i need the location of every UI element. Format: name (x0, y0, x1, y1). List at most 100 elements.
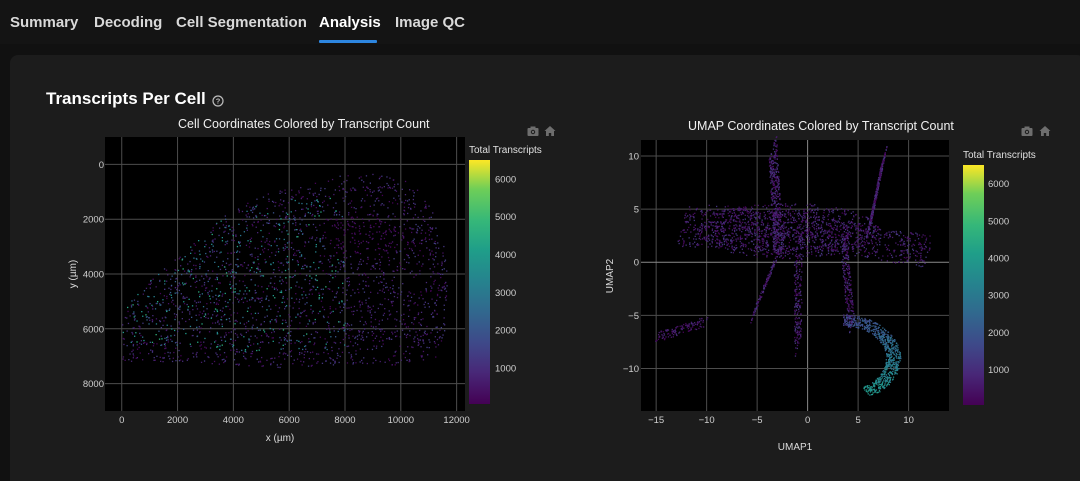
scatter-point (295, 194, 297, 196)
scatter-point (806, 232, 808, 234)
scatter-point (846, 237, 849, 239)
scatter-point (779, 195, 781, 197)
scatter-point (354, 189, 356, 191)
scatter-point (872, 230, 875, 232)
scatter-point (727, 239, 729, 241)
y-tick-label: 6000 (83, 324, 104, 335)
scatter-point (775, 223, 778, 226)
scatter-point (305, 348, 307, 350)
scatter-point (803, 225, 805, 227)
scatter-point (285, 282, 288, 284)
scatter-point (706, 240, 708, 242)
scatter-point (401, 329, 404, 331)
scatter-point (815, 250, 817, 253)
camera-icon[interactable] (1021, 125, 1033, 137)
scatter-point (723, 222, 725, 224)
scatter-point (875, 195, 877, 197)
scatter-point (362, 260, 364, 262)
scatter-point (343, 229, 345, 231)
scatter-point (299, 298, 301, 301)
scatter-point (694, 246, 696, 248)
scatter-point (337, 287, 340, 289)
scatter-point (766, 283, 768, 285)
scatter-point (781, 234, 783, 236)
scatter-point (859, 248, 861, 251)
scatter-point (237, 208, 240, 210)
scatter-point (756, 213, 759, 215)
scatter-point (875, 193, 877, 196)
scatter-points (655, 136, 931, 396)
question-circle-icon[interactable]: ? (212, 95, 224, 107)
tab-analysis[interactable]: Analysis (319, 14, 381, 31)
scatter-point (837, 234, 840, 236)
scatter-point (788, 214, 790, 216)
scatter-point (721, 210, 723, 212)
scatter-point (778, 180, 780, 183)
scatter-point (257, 343, 259, 345)
scatter-point (754, 251, 756, 253)
scatter-point (775, 204, 778, 206)
scatter-point (268, 198, 270, 200)
scatter-point (819, 254, 821, 256)
scatter-point (724, 206, 726, 208)
tab-decoding[interactable]: Decoding (94, 14, 163, 31)
scatter-point (840, 246, 842, 248)
tab-summary[interactable]: Summary (10, 14, 79, 31)
scatter-point (320, 189, 322, 192)
scatter-point (922, 265, 924, 267)
scatter-point (790, 249, 792, 251)
scatter-point (427, 224, 429, 226)
scatter-point (764, 235, 766, 237)
scatter-point (776, 230, 778, 233)
scatter-point (406, 220, 408, 222)
scatter-point (178, 321, 180, 323)
scatter-point (359, 361, 361, 363)
scatter-point (123, 338, 125, 340)
scatter-point (199, 266, 201, 268)
tab-image-qc[interactable]: Image QC (395, 14, 466, 31)
scatter-point (857, 246, 859, 248)
tab-cell-segmentation[interactable]: Cell Segmentation (176, 14, 307, 31)
scatter-point (814, 246, 816, 248)
scatter-point (773, 142, 775, 144)
scatter-point (261, 341, 263, 343)
scatter-point (373, 204, 375, 206)
scatter-point (908, 257, 911, 259)
scatter-point (270, 364, 272, 366)
scatter-point (350, 200, 353, 202)
scatter-point (730, 239, 732, 241)
scatter-point (899, 231, 901, 233)
scatter-point (166, 295, 168, 298)
scatter-point (162, 361, 164, 363)
scatter-point (773, 181, 775, 183)
scatter-point (332, 207, 335, 209)
scatter-point (720, 228, 722, 231)
scatter-point (756, 223, 758, 225)
scatter-point (212, 314, 214, 316)
scatter-point (365, 175, 368, 177)
scatter-point (774, 197, 776, 199)
scatter-point (692, 215, 694, 217)
scatter-point (211, 363, 213, 365)
scatter-point (755, 222, 758, 224)
scatter-point (199, 301, 201, 303)
scatter-point (731, 240, 733, 242)
scatter-point (879, 228, 881, 231)
scatter-point (288, 288, 291, 290)
scatter-point (434, 310, 436, 312)
scatter-point (214, 341, 216, 343)
scatter-point (693, 226, 695, 228)
home-icon[interactable] (544, 125, 556, 137)
scatter-point (417, 338, 419, 340)
scatter-point (726, 219, 728, 221)
home-icon[interactable] (1039, 125, 1051, 137)
scatter-point (136, 320, 138, 322)
scatter-point (127, 306, 129, 309)
scatter-point (922, 234, 924, 236)
camera-icon[interactable] (527, 125, 539, 137)
scatter-point (701, 230, 703, 232)
scatter-point (677, 240, 679, 242)
